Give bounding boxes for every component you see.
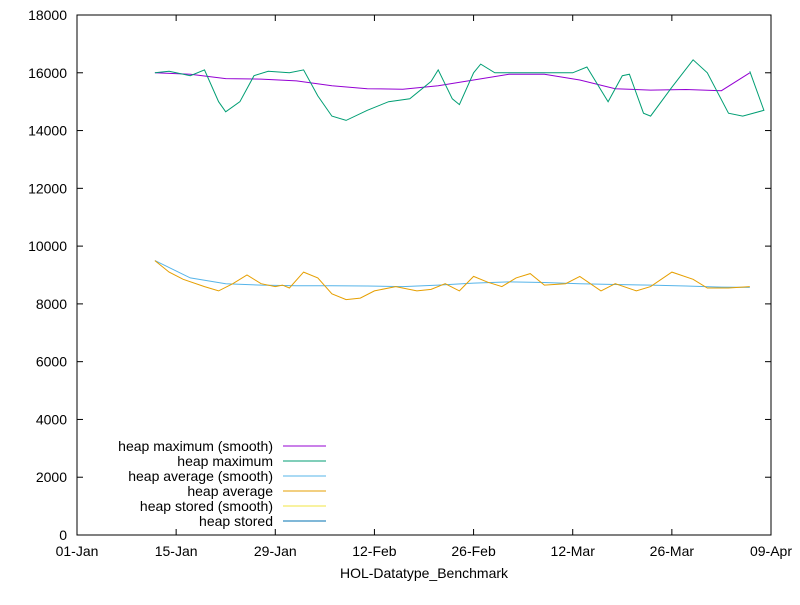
legend-label: heap stored (199, 513, 273, 529)
legend-label: heap average (187, 483, 273, 499)
y-tick-label: 16000 (28, 65, 67, 81)
y-tick-label: 14000 (28, 123, 67, 139)
x-tick-label: 12-Feb (352, 543, 397, 559)
y-tick-label: 2000 (36, 469, 67, 485)
y-axis: 0 2000 4000 6000 8000 10000 12000 14000 16000 180… (28, 7, 771, 543)
plot-frame (76, 14, 772, 536)
y-tick-label: 12000 (28, 180, 67, 196)
y-tick-label: 8000 (36, 296, 67, 312)
y-tick-label: 18000 (28, 7, 67, 23)
legend-label: heap average (smooth) (128, 468, 273, 484)
legend-label: heap stored (smooth) (140, 498, 273, 514)
x-tick-label: 12-Mar (551, 543, 596, 559)
x-tick-label: 26-Mar (650, 543, 695, 559)
series-layer (154, 59, 765, 301)
series-line-4 (154, 260, 750, 301)
legend-label: heap maximum (177, 453, 273, 469)
y-tick-label: 0 (59, 527, 67, 543)
legend-label: heap maximum (smooth) (118, 438, 273, 454)
y-tick-label: 4000 (36, 411, 67, 427)
series-line-1 (154, 72, 751, 92)
x-tick-label: 09-Apr (750, 543, 792, 559)
y-tick-label: 10000 (28, 238, 67, 254)
x-tick-label: 26-Feb (451, 543, 496, 559)
x-axis-title: HOL-Datatype_Benchmark (340, 565, 509, 581)
x-tick-label: 29-Jan (254, 543, 297, 559)
x-tick-label: 01-Jan (56, 543, 99, 559)
series-line-3 (154, 260, 750, 288)
x-axis: 01-Jan 15-Jan 29-Jan 12-Feb 26-Feb 12-Mar 26-M… (56, 15, 792, 559)
y-tick-label: 6000 (36, 354, 67, 370)
x-tick-label: 15-Jan (155, 543, 198, 559)
series-line-2 (154, 59, 765, 121)
